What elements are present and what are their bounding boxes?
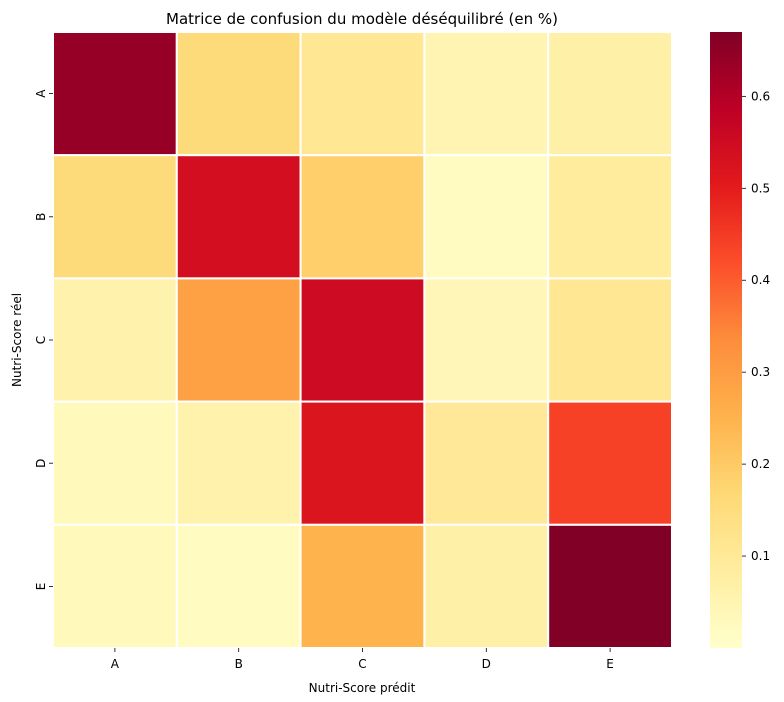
- heatmap-cell-A-E: [547, 31, 674, 157]
- y-axis-ticks: A B C D E: [34, 89, 53, 590]
- heatmap-cells: [52, 31, 674, 649]
- heatmap-cell-A-A: [52, 31, 178, 157]
- y-tick-label-E: E: [34, 583, 48, 591]
- heatmap-cell-E-C: [299, 523, 426, 649]
- colorbar-tick-label: 0.3: [751, 365, 770, 379]
- chart-title: Matrice de confusion du modèle déséquili…: [166, 10, 558, 28]
- heatmap-cell-D-C: [299, 400, 426, 526]
- colorbar-tick-label: 0.1: [751, 549, 770, 563]
- x-tick-label-E: E: [606, 657, 614, 671]
- colorbar-ticks: 0.1 0.2 0.3 0.4 0.5 0.6: [742, 89, 770, 563]
- x-tick-label-C: C: [358, 657, 366, 671]
- heatmap-cell-C-A: [52, 277, 178, 403]
- heatmap-cell-C-E: [547, 277, 674, 403]
- x-tick-label-B: B: [235, 657, 243, 671]
- heatmap-cell-A-C: [299, 31, 426, 157]
- x-tick-label-A: A: [111, 657, 120, 671]
- heatmap-cell-B-B: [175, 154, 302, 280]
- heatmap-cell-C-B: [175, 277, 302, 403]
- colorbar-tick-label: 0.6: [751, 89, 770, 103]
- colorbar-tick-label: 0.5: [751, 181, 770, 195]
- heatmap-cell-C-D: [423, 277, 550, 403]
- colorbar-tick-label: 0.4: [751, 273, 770, 287]
- heatmap-cell-B-E: [547, 154, 674, 280]
- heatmap-cell-B-D: [423, 154, 550, 280]
- y-axis-label: Nutri-Score réel: [10, 293, 24, 387]
- heatmap-cell-D-A: [52, 400, 178, 526]
- heatmap-cell-B-A: [52, 154, 178, 280]
- heatmap-cell-E-A: [52, 523, 178, 649]
- heatmap-cell-E-D: [423, 523, 550, 649]
- colorbar-tick-label: 0.2: [751, 457, 770, 471]
- heatmap-cell-D-B: [175, 400, 302, 526]
- y-tick-label-D: D: [34, 459, 48, 468]
- heatmap-cell-E-B: [175, 523, 302, 649]
- heatmap-cell-E-E: [547, 523, 674, 649]
- heatmap-cell-D-E: [547, 400, 674, 526]
- x-tick-label-D: D: [482, 657, 491, 671]
- heatmap-cell-D-D: [423, 400, 550, 526]
- colorbar: [710, 32, 742, 648]
- heatmap-cell-C-C: [299, 277, 426, 403]
- y-tick-label-A: A: [34, 89, 48, 98]
- y-tick-label-C: C: [34, 336, 48, 344]
- x-axis-ticks: A B C D E: [111, 648, 614, 671]
- heatmap-cell-A-D: [423, 31, 550, 157]
- heatmap-cell-B-C: [299, 154, 426, 280]
- heatmap-cell-A-B: [175, 31, 302, 157]
- x-axis-label: Nutri-Score prédit: [309, 681, 416, 695]
- y-tick-label-B: B: [34, 213, 48, 221]
